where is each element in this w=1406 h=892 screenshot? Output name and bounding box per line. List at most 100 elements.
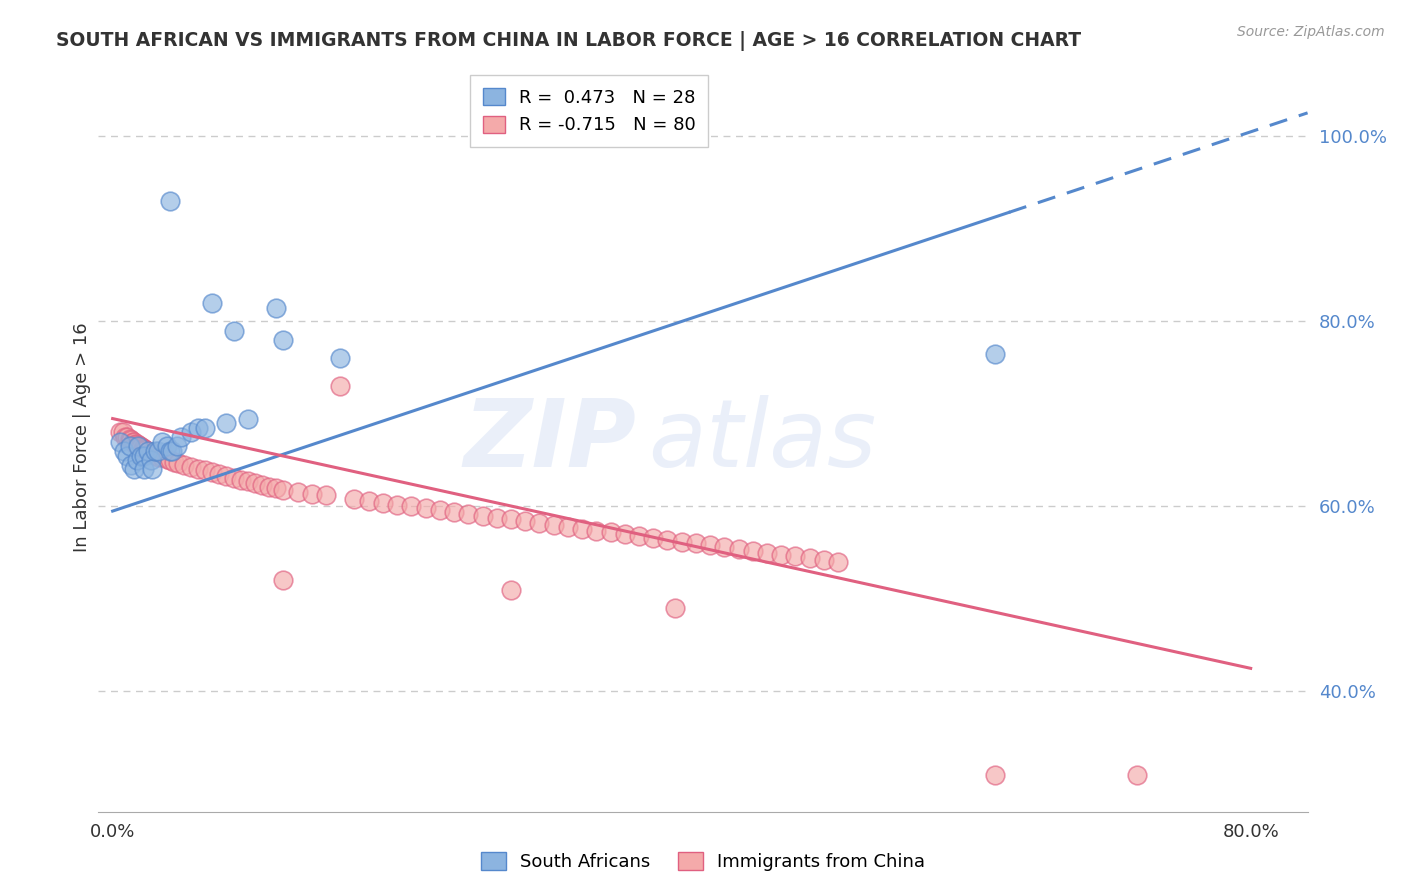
Point xyxy=(118,432,141,446)
Point xyxy=(173,458,195,472)
Point xyxy=(156,452,179,467)
Point xyxy=(429,503,451,517)
Point xyxy=(132,449,155,463)
Point xyxy=(132,442,155,456)
Point xyxy=(529,516,551,530)
Point xyxy=(159,444,181,458)
Point xyxy=(194,463,217,477)
Point xyxy=(627,529,650,543)
Point xyxy=(315,488,337,502)
Point xyxy=(131,441,153,455)
Point xyxy=(128,439,150,453)
Point xyxy=(167,456,190,470)
Point xyxy=(301,486,323,500)
Point xyxy=(141,462,163,476)
Point xyxy=(557,520,579,534)
Point xyxy=(287,484,309,499)
Point xyxy=(983,347,1005,361)
Point xyxy=(122,462,145,476)
Point xyxy=(343,491,366,506)
Point xyxy=(122,434,145,449)
Point xyxy=(499,512,522,526)
Point xyxy=(215,469,238,483)
Point xyxy=(813,553,835,567)
Point xyxy=(152,450,174,465)
Point xyxy=(799,551,821,566)
Point xyxy=(136,444,159,458)
Point xyxy=(613,527,636,541)
Point xyxy=(125,437,148,451)
Point xyxy=(141,447,163,461)
Point xyxy=(124,436,146,450)
Point xyxy=(208,467,231,481)
Point xyxy=(471,508,494,523)
Point xyxy=(257,480,280,494)
Point xyxy=(127,438,149,452)
Point xyxy=(236,411,259,425)
Point xyxy=(273,574,295,588)
Point xyxy=(643,531,665,545)
Point xyxy=(112,444,135,458)
Point xyxy=(515,514,537,528)
Point xyxy=(127,439,149,453)
Point xyxy=(264,481,287,495)
Point xyxy=(194,421,217,435)
Point xyxy=(120,458,142,472)
Text: Source: ZipAtlas.com: Source: ZipAtlas.com xyxy=(1237,25,1385,39)
Point xyxy=(121,434,143,449)
Point xyxy=(685,536,707,550)
Point xyxy=(699,538,721,552)
Point xyxy=(162,444,184,458)
Point xyxy=(201,296,224,310)
Point xyxy=(170,430,193,444)
Point xyxy=(108,425,131,440)
Point xyxy=(571,522,593,536)
Point xyxy=(156,439,179,453)
Point xyxy=(129,449,152,463)
Point xyxy=(222,471,245,485)
Point xyxy=(264,301,287,315)
Point xyxy=(827,555,849,569)
Point xyxy=(187,421,209,435)
Point xyxy=(187,461,209,475)
Point xyxy=(243,476,266,491)
Point xyxy=(415,501,437,516)
Point xyxy=(159,194,181,209)
Point xyxy=(329,379,352,393)
Point xyxy=(139,453,162,467)
Point xyxy=(114,430,136,444)
Point xyxy=(143,448,166,462)
Legend: South Africans, Immigrants from China: South Africans, Immigrants from China xyxy=(474,846,932,879)
Point xyxy=(146,444,169,458)
Point xyxy=(543,518,565,533)
Point xyxy=(125,453,148,467)
Point xyxy=(457,507,479,521)
Point xyxy=(180,459,202,474)
Point xyxy=(166,439,188,453)
Point xyxy=(134,443,156,458)
Point xyxy=(132,462,155,476)
Point xyxy=(163,455,186,469)
Point xyxy=(152,434,174,449)
Point xyxy=(499,582,522,597)
Point xyxy=(599,525,621,540)
Point xyxy=(250,478,273,492)
Point xyxy=(222,324,245,338)
Point xyxy=(1126,768,1149,782)
Point xyxy=(401,500,423,514)
Point xyxy=(741,544,763,558)
Point xyxy=(785,549,807,564)
Point xyxy=(756,546,779,560)
Point xyxy=(236,475,259,489)
Point xyxy=(770,548,793,562)
Point xyxy=(671,534,693,549)
Text: SOUTH AFRICAN VS IMMIGRANTS FROM CHINA IN LABOR FORCE | AGE > 16 CORRELATION CHA: SOUTH AFRICAN VS IMMIGRANTS FROM CHINA I… xyxy=(56,31,1081,51)
Point xyxy=(115,430,138,444)
Point xyxy=(120,433,142,447)
Point xyxy=(329,351,352,366)
Point xyxy=(146,450,169,464)
Point xyxy=(229,473,252,487)
Text: ZIP: ZIP xyxy=(464,395,637,487)
Point xyxy=(129,440,152,454)
Legend: R =  0.473   N = 28, R = -0.715   N = 80: R = 0.473 N = 28, R = -0.715 N = 80 xyxy=(470,75,709,147)
